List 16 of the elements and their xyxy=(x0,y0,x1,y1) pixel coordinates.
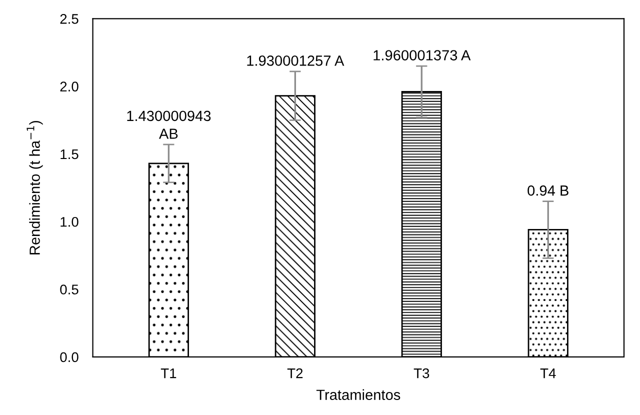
data-label: 1.430000943 AB xyxy=(127,110,211,139)
data-label: 0.94 B xyxy=(528,185,568,196)
x-tick-label: T4 xyxy=(540,368,556,378)
y-tick-label: 0.0 xyxy=(60,352,78,362)
data-label: 1.930001257 A xyxy=(247,56,344,66)
x-tick-label: T2 xyxy=(287,368,303,378)
data-label: 1.960001373 A xyxy=(374,50,471,60)
y-tick-label: 2.5 xyxy=(60,14,78,24)
y-axis-title: Rendimiento (t ha$^{−1}$) xyxy=(26,120,43,254)
x-axis-title: Tratamientos xyxy=(316,389,400,400)
y-tick-label: 1.5 xyxy=(60,149,78,160)
y-tick-label: 0.5 xyxy=(60,284,78,294)
y-tick-label: 2.0 xyxy=(60,82,78,92)
x-tick-label: T3 xyxy=(414,368,430,378)
x-tick-label: T1 xyxy=(160,368,176,378)
y-tick-label: 1.0 xyxy=(60,216,78,227)
